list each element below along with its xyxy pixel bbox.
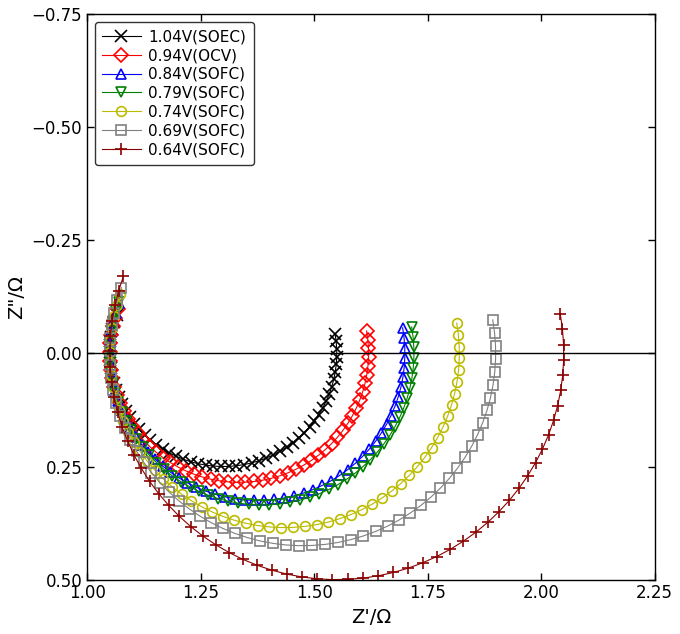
0.79V(SOFC): [177, 478, 185, 486]
0.94V(OCV): [124, 415, 132, 423]
Line: 0.94V(OCV): 0.94V(OCV): [105, 304, 373, 487]
X-axis label: Z'/Ω: Z'/Ω: [351, 608, 391, 627]
Line: 0.74V(SOFC): 0.74V(SOFC): [105, 289, 464, 533]
0.69V(SOFC): [106, 361, 114, 368]
0.69V(SOFC): [116, 412, 124, 420]
0.79V(SOFC): [409, 333, 417, 341]
0.69V(SOFC): [489, 316, 497, 324]
0.64V(SOFC): [558, 325, 566, 333]
0.84V(SOFC): [106, 358, 114, 366]
0.64V(SOFC): [118, 423, 126, 430]
0.64V(SOFC): [137, 465, 146, 472]
0.79V(SOFC): [408, 375, 416, 382]
0.64V(SOFC): [106, 363, 114, 370]
0.74V(SOFC): [115, 406, 123, 413]
Y-axis label: Z"/Ω: Z"/Ω: [7, 275, 26, 319]
0.69V(SOFC): [490, 329, 498, 337]
0.69V(SOFC): [133, 448, 141, 455]
1.04V(SOEC): [112, 386, 120, 394]
0.84V(SOFC): [250, 496, 258, 504]
0.64V(SOFC): [557, 387, 565, 394]
0.79V(SOFC): [106, 358, 114, 366]
0.69V(SOFC): [196, 512, 204, 520]
0.79V(SOFC): [114, 399, 122, 406]
0.84V(SOFC): [398, 373, 407, 381]
0.79V(SOFC): [115, 298, 123, 306]
0.94V(OCV): [362, 371, 371, 378]
0.94V(OCV): [114, 306, 122, 313]
0.64V(SOFC): [120, 272, 128, 280]
0.64V(SOFC): [328, 576, 337, 583]
0.74V(SOFC): [106, 359, 114, 367]
0.74V(SOFC): [130, 438, 138, 446]
0.64V(SOFC): [211, 541, 220, 548]
0.74V(SOFC): [277, 524, 286, 531]
0.79V(SOFC): [255, 501, 263, 508]
0.74V(SOFC): [187, 497, 195, 505]
0.74V(SOFC): [116, 290, 124, 297]
0.64V(SOFC): [556, 310, 564, 318]
0.74V(SOFC): [453, 320, 461, 327]
Line: 0.84V(SOFC): 0.84V(SOFC): [105, 298, 409, 505]
0.84V(SOFC): [175, 474, 183, 482]
1.04V(SOEC): [106, 356, 114, 364]
0.69V(SOFC): [489, 381, 497, 389]
1.04V(SOEC): [332, 337, 340, 345]
1.04V(SOEC): [217, 463, 225, 470]
0.94V(OCV): [106, 357, 114, 365]
0.94V(OCV): [233, 479, 241, 486]
0.94V(OCV): [166, 458, 174, 466]
Line: 0.69V(SOFC): 0.69V(SOFC): [105, 283, 500, 550]
0.94V(OCV): [364, 336, 372, 344]
Legend: 1.04V(SOEC), 0.94V(OCV), 0.84V(SOFC), 0.79V(SOFC), 0.74V(SOFC), 0.69V(SOFC), 0.6: 1.04V(SOEC), 0.94V(OCV), 0.84V(SOFC), 0.…: [95, 22, 254, 165]
0.69V(SOFC): [118, 284, 126, 292]
0.74V(SOFC): [454, 331, 462, 339]
1.04V(SOEC): [331, 368, 339, 376]
0.74V(SOFC): [453, 378, 461, 385]
Line: 0.64V(SOFC): 0.64V(SOFC): [104, 271, 569, 585]
1.04V(SOEC): [331, 330, 339, 337]
0.79V(SOFC): [407, 323, 415, 331]
0.84V(SOFC): [115, 299, 123, 307]
0.69V(SOFC): [295, 542, 303, 550]
0.94V(OCV): [362, 327, 371, 335]
Line: 1.04V(SOEC): 1.04V(SOEC): [104, 309, 342, 472]
1.04V(SOEC): [122, 407, 130, 415]
Line: 0.79V(SOFC): 0.79V(SOFC): [105, 297, 419, 510]
0.84V(SOFC): [398, 324, 407, 332]
0.94V(OCV): [113, 391, 121, 399]
1.04V(SOEC): [158, 445, 167, 453]
0.84V(SOFC): [400, 334, 408, 342]
1.04V(SOEC): [113, 311, 121, 318]
0.79V(SOFC): [127, 427, 135, 434]
0.84V(SOFC): [126, 424, 135, 432]
0.84V(SOFC): [114, 397, 122, 404]
